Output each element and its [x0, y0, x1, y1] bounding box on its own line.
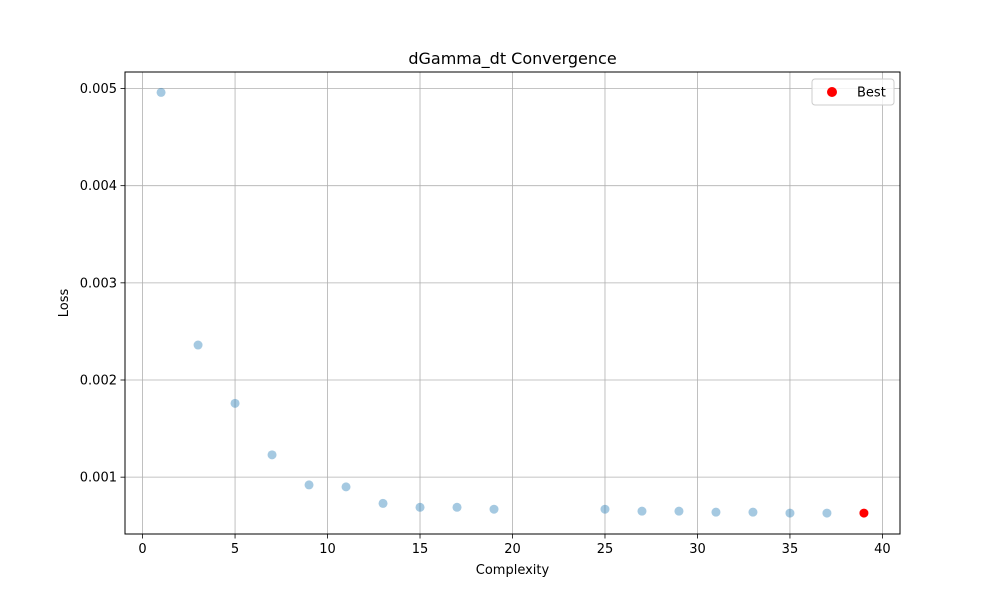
- legend: Best: [811, 78, 895, 106]
- data-points: [156, 87, 869, 518]
- chart-title: dGamma_dt Convergence: [408, 49, 616, 69]
- y-tick-label: 0.002: [80, 374, 117, 389]
- x-tick-label: 5: [231, 542, 239, 557]
- y-tick-label: 0.003: [80, 276, 117, 291]
- grid: [125, 72, 900, 534]
- data-point: [748, 507, 758, 517]
- data-point: [711, 507, 721, 517]
- data-point: [600, 504, 610, 514]
- x-tick-label: 30: [689, 542, 706, 557]
- x-tick-label: 0: [138, 542, 146, 557]
- y-axis-label: Loss: [57, 289, 72, 318]
- data-point: [341, 482, 351, 492]
- data-point: [378, 498, 388, 508]
- x-axis-label: Complexity: [476, 563, 550, 578]
- data-point: [637, 506, 647, 516]
- data-point: [267, 450, 277, 460]
- x-tick-label: 10: [319, 542, 336, 557]
- y-tick-label: 0.005: [80, 82, 117, 97]
- data-point: [156, 87, 166, 97]
- legend-marker-best: [827, 87, 837, 97]
- data-point: [674, 506, 684, 516]
- data-point: [193, 340, 203, 350]
- x-tick-label: 25: [597, 542, 614, 557]
- y-tick-label: 0.001: [80, 471, 117, 486]
- data-point: [822, 508, 832, 518]
- x-tick-label: 40: [874, 542, 891, 557]
- data-point: [489, 504, 499, 514]
- legend-label-best: Best: [857, 86, 886, 101]
- data-point: [230, 398, 240, 408]
- y-tick-label: 0.004: [80, 179, 117, 194]
- data-point: [452, 502, 462, 512]
- best-point: [859, 508, 869, 518]
- x-tick-label: 20: [504, 542, 521, 557]
- x-tick-label: 35: [782, 542, 799, 557]
- data-point: [785, 508, 795, 518]
- axis-ticks: 0 5 10 15 20 25 30 35 40 0.001 0.002 0.003 0.004 0.00…: [80, 82, 891, 557]
- data-point: [304, 480, 314, 490]
- x-tick-label: 15: [412, 542, 429, 557]
- legend-box: [811, 78, 895, 106]
- data-point: [415, 502, 425, 512]
